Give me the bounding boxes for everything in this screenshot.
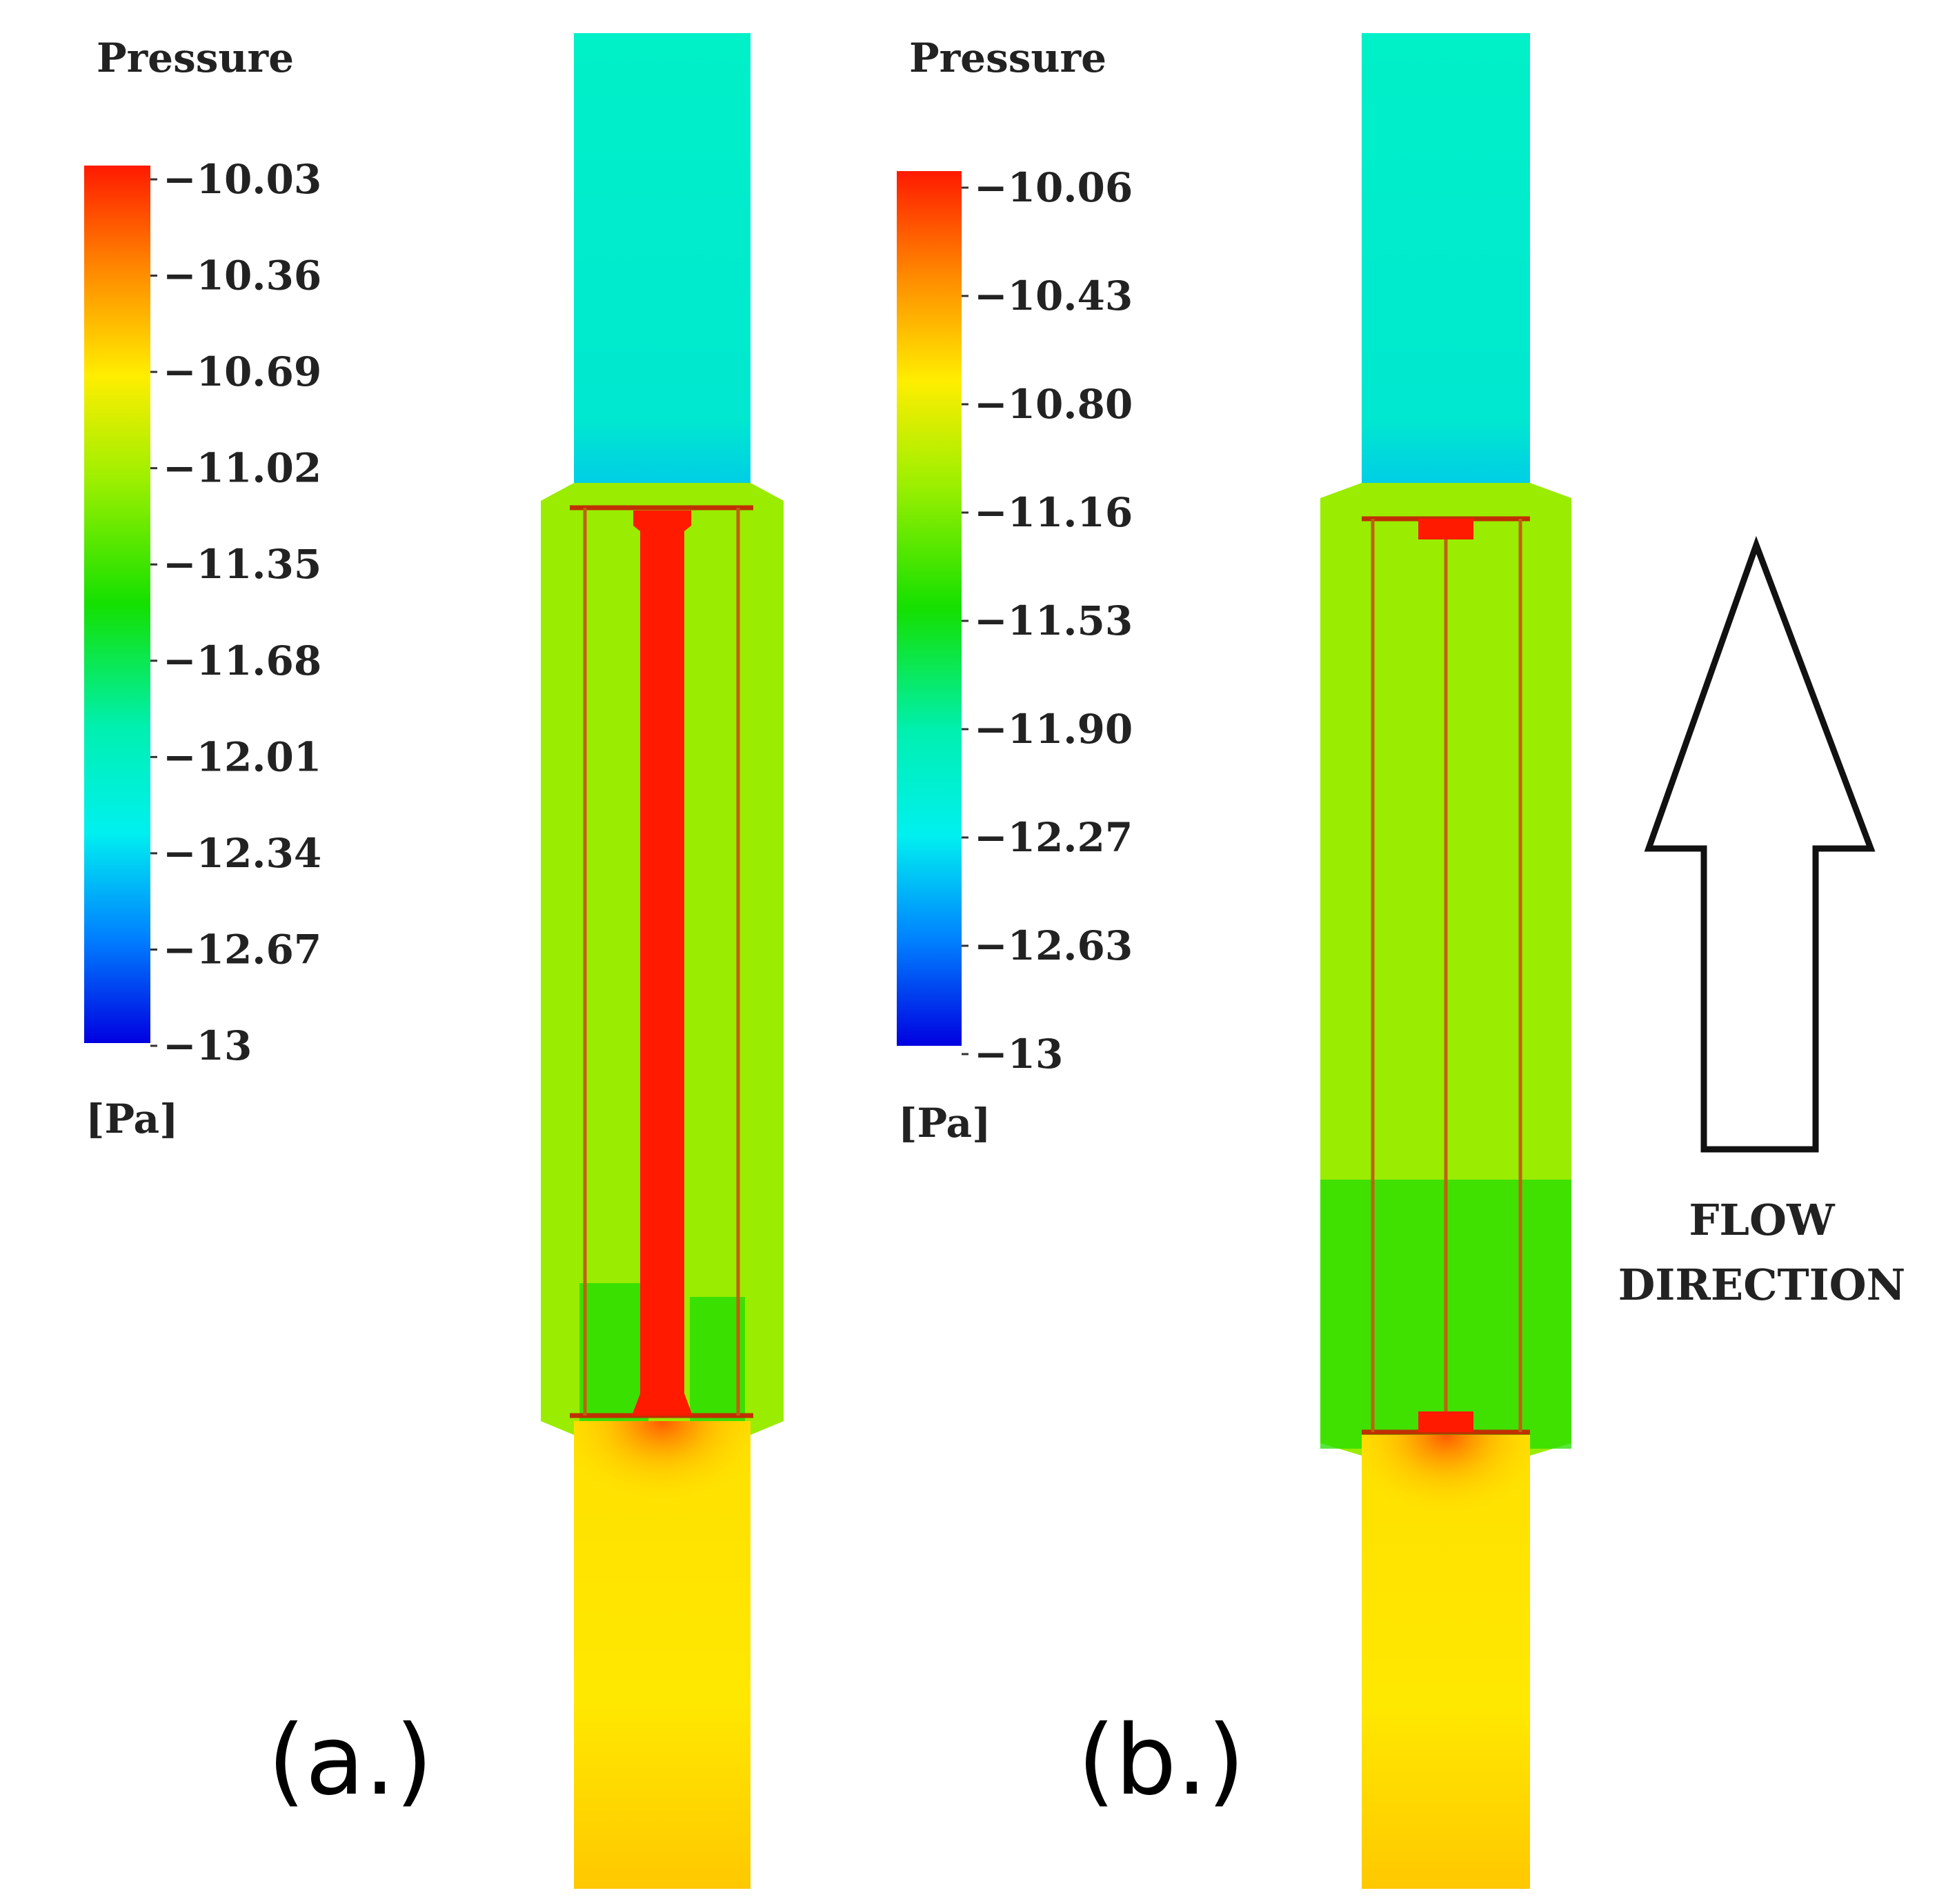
legend-tick-label: −11.35 [163, 541, 321, 588]
legend-tick-label: −10.36 [163, 252, 321, 299]
flow-label-line2: DIRECTION [1618, 1260, 1906, 1310]
legend-tick-label: −11.02 [163, 445, 321, 492]
legend-b: Pressure −10.06−10.43−10.80−11.16−11.53−… [897, 34, 1133, 1147]
legend-tick-label: −13 [974, 1031, 1063, 1078]
legend-tick-label: −10.03 [163, 156, 321, 203]
panel-b: Pressure −10.06−10.43−10.80−11.16−11.53−… [897, 33, 1571, 1889]
pipe-b [1320, 33, 1571, 1889]
panel-b-label: (b.) [1077, 1705, 1245, 1817]
panel-a-label: (a.) [268, 1705, 433, 1817]
legend-b-colorbar [897, 171, 962, 1046]
legend-tick-label: −11.16 [974, 489, 1133, 536]
legend-tick-label: −12.67 [163, 926, 321, 973]
top-cap-b [1418, 519, 1473, 539]
legend-tick-label: −12.01 [163, 733, 321, 780]
outlet-pipe-b [1362, 33, 1530, 516]
legend-tick-label: −11.53 [974, 597, 1133, 644]
bottom-cap-b [1418, 1411, 1473, 1432]
legend-tick-label: −11.68 [163, 637, 321, 684]
legend-tick-label: −11.90 [974, 706, 1133, 753]
legend-tick-label: −10.80 [974, 381, 1133, 428]
pipe-a [541, 33, 784, 1889]
inlet-hotspot-b [1362, 1435, 1530, 1573]
low-zone-left-a [579, 1283, 648, 1421]
central-column-a [632, 510, 693, 1416]
panel-a: Pressure −10.03−10.36−10.69−11.02−11.35−… [84, 33, 784, 1889]
legend-a-ticks: −10.03 −10.36 −10.69 −11.02 −11.35 −11.68 −12.… [150, 156, 321, 1069]
legend-a-colorbar [84, 166, 150, 1043]
outlet-pipe-a [574, 33, 751, 516]
legend-tick-label: −12.63 [974, 922, 1133, 969]
legend-tick-label: −12.27 [974, 814, 1133, 861]
legend-tick-label: −12.34 [163, 830, 321, 877]
low-zone-right-a [690, 1297, 745, 1421]
legend-a-unit: [Pa] [86, 1095, 179, 1142]
legend-a-title: Pressure [97, 34, 294, 81]
up-arrow-icon [1644, 535, 1876, 1153]
flow-direction: FLOW DIRECTION [1618, 535, 1906, 1310]
legend-tick-label: −10.06 [974, 164, 1133, 211]
legend-b-unit: [Pa] [898, 1100, 991, 1147]
legend-tick-label: −13 [163, 1022, 252, 1069]
legend-a: Pressure −10.03−10.36−10.69−11.02−11.35−… [84, 34, 321, 1142]
legend-tick-label: −10.69 [163, 348, 321, 395]
legend-b-ticks: −10.06 −10.43 −10.80 −11.16 −11.53 −11.90 −12.… [962, 164, 1133, 1078]
inlet-hotspot-a [574, 1421, 751, 1559]
flow-label-line1: FLOW [1689, 1195, 1836, 1245]
legend-b-title: Pressure [909, 34, 1106, 81]
legend-tick-label: −10.43 [974, 272, 1133, 319]
